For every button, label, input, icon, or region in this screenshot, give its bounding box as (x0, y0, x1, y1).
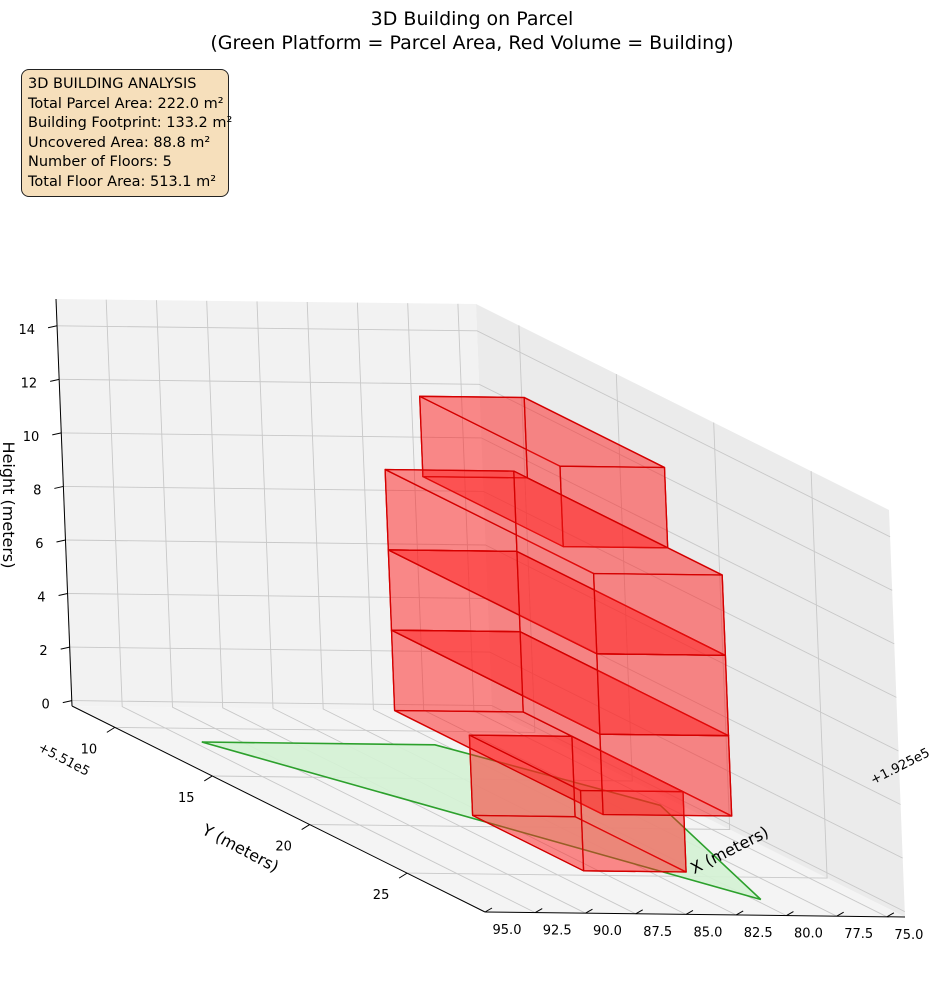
x-tick-mark (685, 909, 694, 915)
x-tick-label: 92.5 (543, 924, 572, 939)
info-number-of-floors: Number of Floors: 5 (28, 154, 172, 171)
z-tick-mark (50, 378, 60, 382)
z-tick-label: 2 (39, 644, 47, 659)
x-tick-mark (534, 908, 543, 914)
z-tick-mark (52, 432, 62, 436)
x-tick-mark (585, 908, 593, 914)
z-tick-mark (47, 325, 58, 329)
y-axis-label: Y (meters) (198, 820, 282, 877)
z-axis-line (55, 298, 73, 707)
pane-back-right (476, 304, 905, 917)
y-tick-mark (398, 872, 408, 879)
x-tick-mark (484, 907, 493, 913)
x-tick-mark (735, 910, 744, 916)
chart-title-line2: (Green Platform = Parcel Area, Red Volum… (210, 32, 733, 54)
analysis-info-box: 3D BUILDING ANALYSIS Total Parcel Area: … (21, 69, 233, 197)
y-tick-label: 25 (373, 888, 390, 903)
tick-labels: 75.0 77.5 80.0 82.5 85.0 87.5 90.0 92.5 95.0 10 15… (19, 323, 924, 943)
info-building-footprint: Building Footprint: 133.2 m² (28, 115, 233, 132)
x-tick-label: 77.5 (844, 927, 873, 942)
x-tick-label: 85.0 (693, 925, 722, 940)
x-tick-mark (786, 911, 794, 917)
grid-line-z (57, 325, 891, 538)
grid-line-z (69, 646, 903, 859)
x-tick-label: 75.0 (894, 928, 923, 943)
info-total-floor-area: Total Floor Area: 513.1 m² (28, 173, 217, 190)
grid-line-y (309, 422, 731, 830)
y-tick-label: 10 (81, 742, 98, 757)
z-tick-mark (56, 539, 66, 543)
axis-lines (47, 298, 906, 918)
x-tick-label: 80.0 (794, 927, 823, 942)
grid-line-z (63, 485, 897, 698)
building-face (599, 733, 733, 817)
x-tick-mark (635, 909, 643, 915)
y-tick-mark (301, 824, 310, 830)
parcel-platform (201, 741, 762, 901)
y-tick-label: 15 (178, 791, 195, 806)
grid-line-y (407, 471, 828, 879)
z-tick-label: 6 (35, 537, 43, 552)
z-tick-label: 14 (19, 323, 36, 338)
x-tick-label: 82.5 (744, 926, 773, 941)
x-tick-label: 87.5 (643, 925, 672, 940)
x-tick-label: 90.0 (593, 924, 622, 939)
info-parcel-area: Total Parcel Area: 222.0 m² (28, 95, 224, 112)
z-axis-label: Height (meters) (0, 442, 18, 569)
grid-line-z (61, 432, 895, 645)
z-tick-label: 8 (33, 483, 41, 498)
info-uncovered-area: Uncovered Area: 88.8 m² (28, 134, 211, 151)
z-tick-mark (60, 646, 70, 650)
chart-title-line1: 3D Building on Parcel (371, 8, 574, 30)
z-tick-mark (54, 485, 64, 489)
x-axis-line (484, 911, 906, 918)
plot-shapes (201, 395, 762, 901)
z-tick-mark (62, 700, 72, 704)
grid-line-x (156, 300, 586, 914)
x-tick-mark (886, 912, 895, 918)
grid-line-x (206, 300, 636, 915)
grid-line-x (105, 299, 536, 914)
pane-back-left (56, 299, 492, 711)
grid-line-z (71, 700, 906, 913)
x-tick-mark (836, 911, 844, 917)
y-tick-label: 20 (275, 840, 292, 855)
z-tick-label: 10 (23, 430, 40, 445)
building-face (592, 572, 727, 657)
grid-line-y (114, 325, 536, 733)
z-tick-label: 12 (21, 376, 38, 391)
grid-line-z (67, 593, 901, 805)
z-tick-label: 0 (42, 698, 50, 713)
y-tick-mark (203, 775, 213, 782)
z-tick-mark (58, 593, 68, 597)
x-tick-label: 95.0 (493, 923, 522, 938)
grid-line-z (59, 378, 893, 591)
z-tick-label: 4 (37, 591, 45, 606)
grid-line-z (65, 539, 899, 752)
grid-line-x (256, 301, 687, 915)
y-axis-line (71, 705, 486, 913)
info-box-title: 3D BUILDING ANALYSIS (28, 76, 197, 92)
building-face (596, 653, 730, 737)
building-face (559, 465, 669, 549)
building-face (579, 789, 687, 873)
y-tick-mark (106, 726, 116, 733)
